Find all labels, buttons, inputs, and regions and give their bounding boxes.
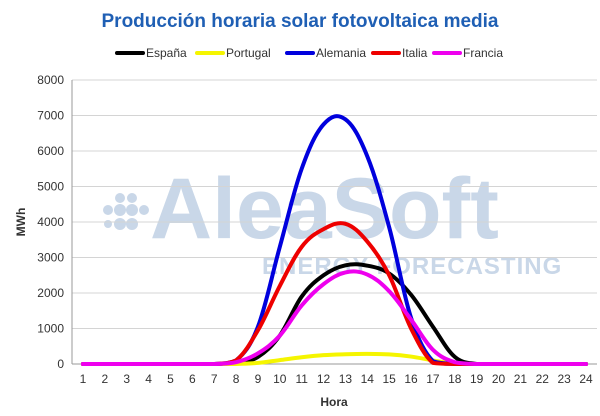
y-tick-label: 0 bbox=[57, 357, 64, 371]
legend-label: Portugal bbox=[226, 46, 271, 60]
legend-label: Francia bbox=[463, 46, 503, 60]
x-tick-label: 16 bbox=[404, 372, 418, 386]
x-tick-label: 13 bbox=[339, 372, 353, 386]
y-tick-label: 3000 bbox=[37, 251, 64, 265]
x-tick-label: 11 bbox=[295, 372, 308, 386]
y-tick-label: 1000 bbox=[37, 322, 64, 336]
x-tick-label: 8 bbox=[233, 372, 240, 386]
watermark-brand: AleaSoft bbox=[150, 161, 499, 257]
series-group bbox=[80, 114, 589, 367]
y-axis-label: MWh bbox=[14, 208, 28, 237]
x-tick-label: 2 bbox=[101, 372, 108, 386]
x-tick-label: 15 bbox=[383, 372, 397, 386]
y-tick-label: 6000 bbox=[37, 144, 64, 158]
legend-label: Alemania bbox=[316, 46, 366, 60]
watermark: AleaSoft ENERGY FORECASTING bbox=[103, 161, 561, 280]
y-tick-label: 7000 bbox=[37, 109, 64, 123]
y-tick-label: 4000 bbox=[37, 215, 64, 229]
x-tick-label: 20 bbox=[492, 372, 506, 386]
x-tick-label: 7 bbox=[211, 372, 218, 386]
x-axis-ticks: 1 2 3 4 5 6 7 8 9 10 11 12 13 14 15 16 17 18 19 20 21 22 23 24 bbox=[80, 372, 593, 386]
y-tick-label: 5000 bbox=[37, 180, 64, 194]
legend-label: España bbox=[146, 46, 187, 60]
x-tick-label: 9 bbox=[255, 372, 262, 386]
x-tick-label: 6 bbox=[189, 372, 196, 386]
x-axis-label: Hora bbox=[320, 395, 348, 409]
legend-label: Italia bbox=[402, 46, 428, 60]
chart-title: Producción horaria solar fotovoltaica me… bbox=[102, 11, 499, 32]
x-tick-label: 22 bbox=[536, 372, 550, 386]
x-tick-label: 24 bbox=[579, 372, 593, 386]
x-tick-label: 3 bbox=[123, 372, 130, 386]
x-tick-label: 23 bbox=[558, 372, 572, 386]
series-line-4 bbox=[80, 269, 589, 367]
x-tick-label: 19 bbox=[470, 372, 484, 386]
y-tick-label: 2000 bbox=[37, 286, 64, 300]
x-tick-label: 18 bbox=[448, 372, 462, 386]
x-tick-label: 4 bbox=[145, 372, 152, 386]
x-tick-label: 17 bbox=[426, 372, 440, 386]
x-tick-label: 10 bbox=[273, 372, 287, 386]
x-tick-label: 21 bbox=[514, 372, 528, 386]
y-tick-label: 8000 bbox=[37, 73, 64, 87]
legend: España Portugal Alemania Italia Francia bbox=[115, 46, 503, 60]
y-axis-ticks: 0 1000 2000 3000 4000 5000 6000 7000 8000 bbox=[37, 73, 64, 371]
x-tick-label: 1 bbox=[80, 372, 87, 386]
x-tick-label: 14 bbox=[361, 372, 375, 386]
x-tick-label: 12 bbox=[317, 372, 331, 386]
x-tick-label: 5 bbox=[167, 372, 174, 386]
watermark-dots-icon bbox=[103, 193, 149, 230]
